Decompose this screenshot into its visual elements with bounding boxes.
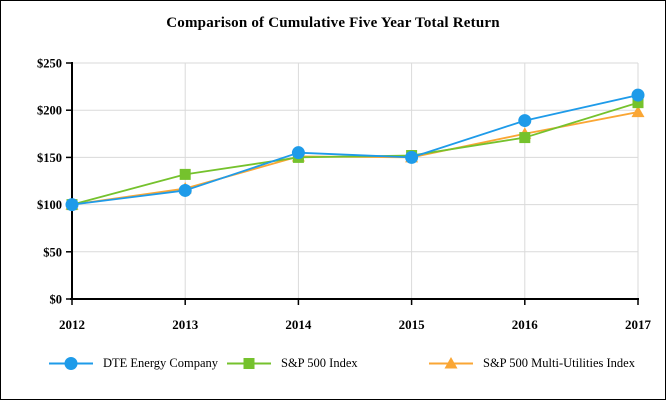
square-marker-icon	[227, 358, 271, 369]
x-axis-ticks: 2012 2013 2014 2015 2016 2017	[59, 299, 652, 332]
x-tick-label: 2012	[59, 317, 85, 332]
circle-marker-icon	[49, 357, 93, 370]
x-tick-label: 2014	[285, 317, 312, 332]
y-tick-label: $0	[50, 293, 63, 307]
series-dte-energy-company	[65, 88, 645, 212]
x-tick-label: 2017	[625, 317, 652, 332]
y-tick-label: $50	[43, 245, 62, 259]
y-tick-label: $100	[37, 198, 62, 212]
legend-item-sp500-multi-utilities: S&P 500 Multi-Utilities Index	[428, 356, 635, 371]
y-tick-label: $250	[37, 57, 62, 71]
x-tick-label: 2015	[399, 317, 426, 332]
x-tick-label: 2013	[172, 317, 199, 332]
legend-label: S&P 500 Index	[281, 356, 358, 370]
axes	[70, 62, 639, 300]
chart-title: Comparison of Cumulative Five Year Total…	[166, 15, 500, 31]
x-tick-label: 2016	[512, 317, 539, 332]
triangle-marker-icon	[429, 357, 473, 369]
y-tick-label: $200	[37, 104, 62, 118]
legend-label: S&P 500 Multi-Utilities Index	[483, 356, 635, 370]
y-axis-ticks: $0 $50 $100 $150 $200 $250	[37, 57, 72, 307]
legend-item-sp500: S&P 500 Index	[226, 356, 358, 371]
chart-legend: DTE Energy Company S&P 500 Index S&P 500…	[1, 356, 665, 378]
legend-label: DTE Energy Company	[103, 356, 219, 370]
gridlines	[72, 62, 639, 299]
legend-item-dte-energy: DTE Energy Company	[48, 356, 218, 371]
y-tick-label: $150	[37, 151, 62, 165]
